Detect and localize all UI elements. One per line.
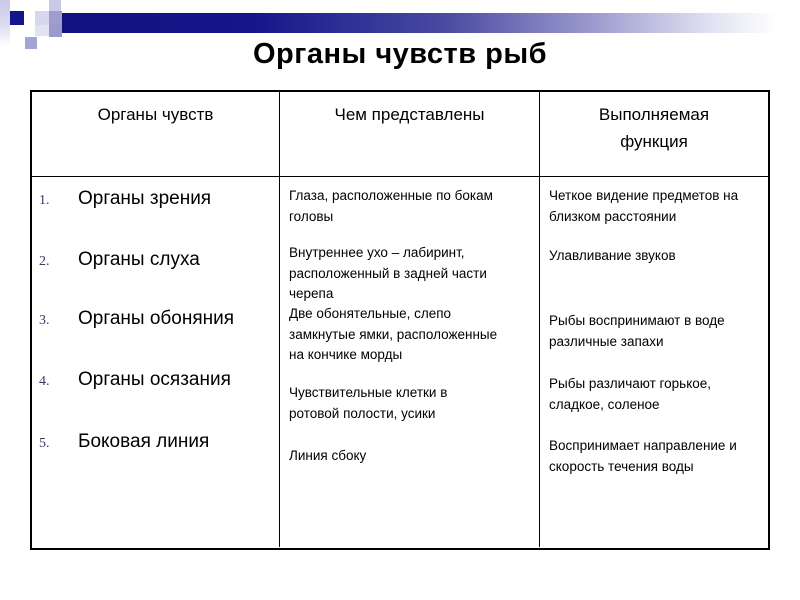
list-number-2: 2. [39, 254, 50, 269]
representation-column: Глаза, расположенные по бокам головы Вну… [280, 177, 540, 547]
decor-square-medium-2 [49, 25, 62, 37]
table-row-organ-1: 1. Органы зрения [32, 188, 275, 210]
senses-table: Органы чувств Чем представлены Выполняем… [30, 90, 770, 550]
table-row-organ-3: 3. Органы обоняния [32, 308, 275, 330]
list-number-3: 3. [39, 313, 50, 328]
decor-square-navy [10, 11, 24, 25]
list-number-1: 1. [39, 193, 50, 208]
decor-gradient-strip [0, 0, 10, 46]
function-text-1: Четкое видение предметов на близком расс… [549, 188, 739, 224]
list-number-4: 4. [39, 374, 50, 389]
table-row-organ-5: 5. Боковая линия [32, 431, 275, 453]
table-header-row: Органы чувств Чем представлены Выполняем… [32, 92, 768, 177]
function-text-5: Воспринимает направление и скорость тече… [549, 438, 737, 474]
function-column: Четкое видение предметов на близком расс… [540, 177, 768, 547]
column-header-function: Выполняемая функция [598, 105, 710, 151]
decor-square-medium-3 [25, 37, 37, 49]
representation-text-1: Глаза, расположенные по бокам головы [289, 188, 493, 224]
organ-label-3: Органы обоняния [78, 308, 235, 329]
organ-label-4: Органы осязания [78, 369, 231, 390]
organ-label-1: Органы зрения [78, 188, 212, 209]
representation-text-2: Внутреннее ухо – лабиринт, расположенный… [289, 245, 487, 301]
organ-label-2: Органы слуха [78, 249, 200, 270]
decor-square-light-3 [35, 25, 49, 36]
representation-text-3: Две обонятельные, слепо замкнутые ямки, … [289, 306, 498, 362]
slide-title: Органы чувств рыб [253, 38, 547, 70]
representation-text-4: Чувствительные клетки в ротовой полости,… [289, 385, 448, 421]
function-text-4: Рыбы различают горькое, сладкое, соленое [549, 376, 712, 412]
decor-square-light-1 [49, 0, 61, 11]
decor-square-light-2 [35, 11, 49, 25]
table-body: 1. Органы зрения 2. Органы слуха 3. Орга… [32, 177, 768, 547]
function-text-3: Рыбы воспринимают в воде различные запах… [549, 313, 725, 349]
representation-text-5: Линия сбоку [289, 448, 367, 463]
decor-top-bar [62, 13, 800, 33]
column-header-representation: Чем представлены [280, 92, 540, 176]
decor-square-medium-1 [49, 11, 62, 25]
table-row-organ-4: 4. Органы осязания [32, 369, 275, 391]
list-number-5: 5. [39, 436, 50, 451]
table-row-organ-2: 2. Органы слуха [32, 249, 275, 271]
organs-column: 1. Органы зрения 2. Органы слуха 3. Орга… [32, 177, 280, 547]
organ-label-5: Боковая линия [78, 431, 210, 452]
function-text-2: Улавливание звуков [549, 248, 676, 263]
column-header-organs: Органы чувств [32, 92, 280, 176]
